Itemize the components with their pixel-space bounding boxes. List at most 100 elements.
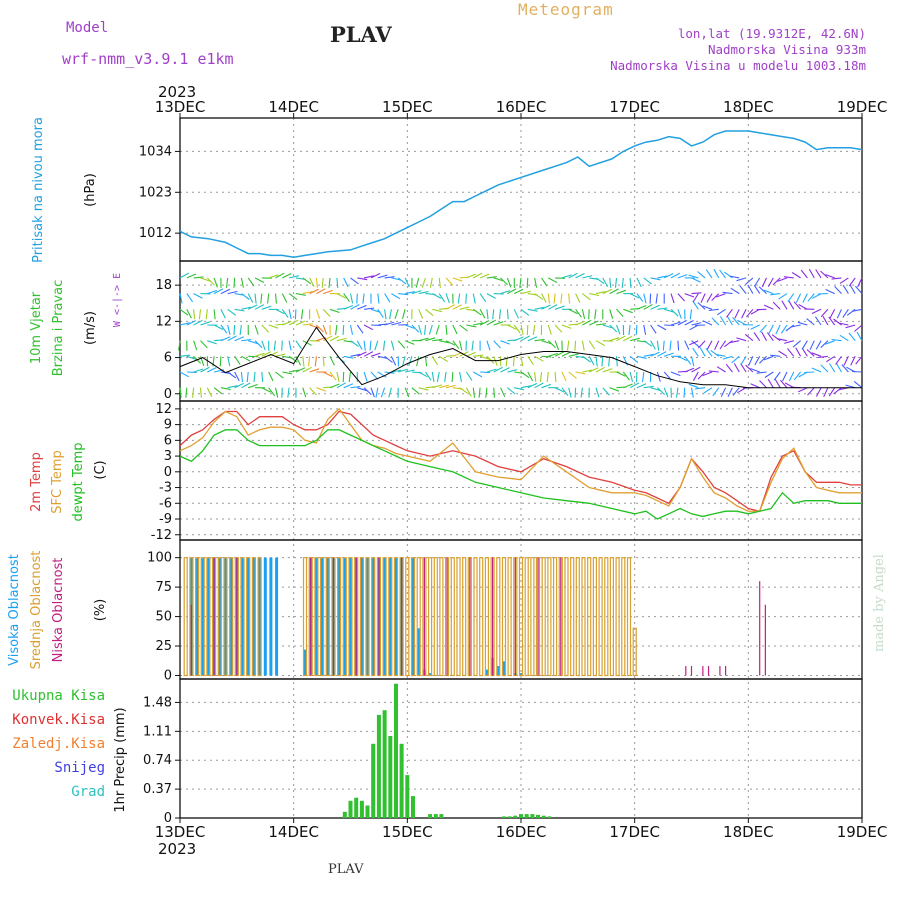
wind-arrow xyxy=(839,334,849,342)
wind-arrow xyxy=(849,284,856,294)
wind-arrow xyxy=(688,383,699,389)
wind-arrow xyxy=(390,340,395,351)
wind-arrow xyxy=(636,355,647,359)
wind-arrow xyxy=(486,368,497,373)
wind-arrow xyxy=(664,308,674,313)
wind-arrow xyxy=(554,371,557,383)
wind-arrow xyxy=(781,300,788,310)
wind-arrow xyxy=(486,355,495,364)
wind-arrow xyxy=(595,387,600,398)
model-name: wrf-nmm_v3.9.1 e1km xyxy=(62,50,234,68)
wind-arrow xyxy=(471,340,474,351)
wind-arrow xyxy=(595,291,606,295)
wind-arrow xyxy=(541,383,552,389)
wind-arrow xyxy=(729,340,740,344)
high-cloud-bar xyxy=(411,557,415,676)
wind-arrow xyxy=(432,308,443,313)
cloud-unit-label: (%) xyxy=(93,599,108,622)
wind-arrow xyxy=(643,304,653,310)
wind-arrow xyxy=(342,324,345,335)
wind-arrow xyxy=(764,371,774,378)
wind-arrow xyxy=(424,356,428,367)
wind-arrow xyxy=(788,300,795,310)
temp-sfc-axis-title: SFC Temp xyxy=(50,450,65,514)
wind-arrow xyxy=(777,338,788,342)
wind-arrow xyxy=(608,356,611,367)
wind-arrow xyxy=(288,340,292,351)
wind-arrow xyxy=(309,324,320,329)
wind-arrow xyxy=(498,309,502,320)
pressure-unit-label: (hPa) xyxy=(83,173,98,207)
wind-arrow xyxy=(486,319,496,326)
wind-arrow xyxy=(241,338,252,342)
wind-arrow xyxy=(219,356,222,367)
wind-arrow xyxy=(595,323,606,326)
wind-arrow xyxy=(677,274,688,279)
wind-arrow xyxy=(227,371,237,379)
wind-arrow xyxy=(629,293,640,299)
wind-arrow xyxy=(500,367,510,373)
wind-arrow xyxy=(609,337,620,342)
y-tick-label: 25 xyxy=(155,639,172,654)
wind-arrow xyxy=(432,338,443,342)
wind-arrow xyxy=(750,324,760,330)
chart-title: PLAV xyxy=(330,22,392,47)
wind-arrow xyxy=(795,293,802,303)
y-tick-label: -6 xyxy=(159,496,172,511)
y-tick-label: 12 xyxy=(155,314,172,329)
wind-arrow xyxy=(527,336,538,342)
wind-arrow xyxy=(479,309,486,319)
wind-arrow xyxy=(268,387,276,397)
wind-arrow xyxy=(261,324,270,333)
wind-arrow xyxy=(438,355,448,362)
wind-arrow xyxy=(719,340,727,350)
high-cloud-bar xyxy=(496,666,500,676)
wind-arrow xyxy=(350,385,361,389)
wind-arrow xyxy=(574,340,577,351)
altitude-label: Nadmorska Visina 933m xyxy=(707,42,866,57)
wind-arrow xyxy=(389,309,392,320)
precip-legend-item: Grad xyxy=(71,784,105,800)
wind-arrow xyxy=(500,387,506,398)
mid-cloud-bar xyxy=(473,557,478,677)
x-tick-label-bottom: 18DEC xyxy=(723,823,774,841)
wind-arrow xyxy=(394,309,399,319)
wind-arrow xyxy=(435,324,440,335)
wind-arrow xyxy=(806,318,815,326)
wind-arrow xyxy=(500,290,511,295)
wind-arrow xyxy=(854,285,863,294)
mid-cloud-bar xyxy=(604,557,609,677)
wind-arrow xyxy=(193,340,198,351)
wind-arrow xyxy=(842,308,849,318)
wind-arrow xyxy=(690,356,695,367)
wind-arrow xyxy=(787,293,795,303)
wind-arrow xyxy=(853,380,863,389)
wind-arrow xyxy=(650,351,660,357)
mid-cloud-bar xyxy=(587,557,592,677)
wind-arrow xyxy=(623,308,633,314)
wind-arrow xyxy=(329,371,337,381)
wind-arrow xyxy=(429,277,433,288)
wind-arrow xyxy=(267,293,270,304)
wind-arrow xyxy=(514,387,525,391)
wind-arrow xyxy=(539,371,543,383)
wind-arrow xyxy=(288,309,292,320)
x-tick-label-bottom: 17DEC xyxy=(609,823,660,841)
x-tick-label-bottom: 15DEC xyxy=(382,823,433,841)
y-tick-label: 0.74 xyxy=(143,753,172,768)
wind-arrow xyxy=(336,277,339,288)
wind-arrow xyxy=(375,387,379,398)
wind-arrow xyxy=(725,363,733,373)
wind-arrow xyxy=(480,371,491,374)
wind-arrow xyxy=(370,387,375,398)
meteogram-label: Meteogram xyxy=(518,0,614,19)
wind-arrow xyxy=(767,277,774,287)
wind-arrow xyxy=(684,340,690,350)
wind-arrow xyxy=(746,308,754,318)
wind-arrow xyxy=(797,321,808,326)
wind-arrow xyxy=(589,293,600,297)
mid-cloud-bar xyxy=(405,557,410,677)
mid-cloud-bar xyxy=(428,557,433,677)
precip-total-bar xyxy=(348,800,353,818)
wind-arrow xyxy=(186,273,197,279)
